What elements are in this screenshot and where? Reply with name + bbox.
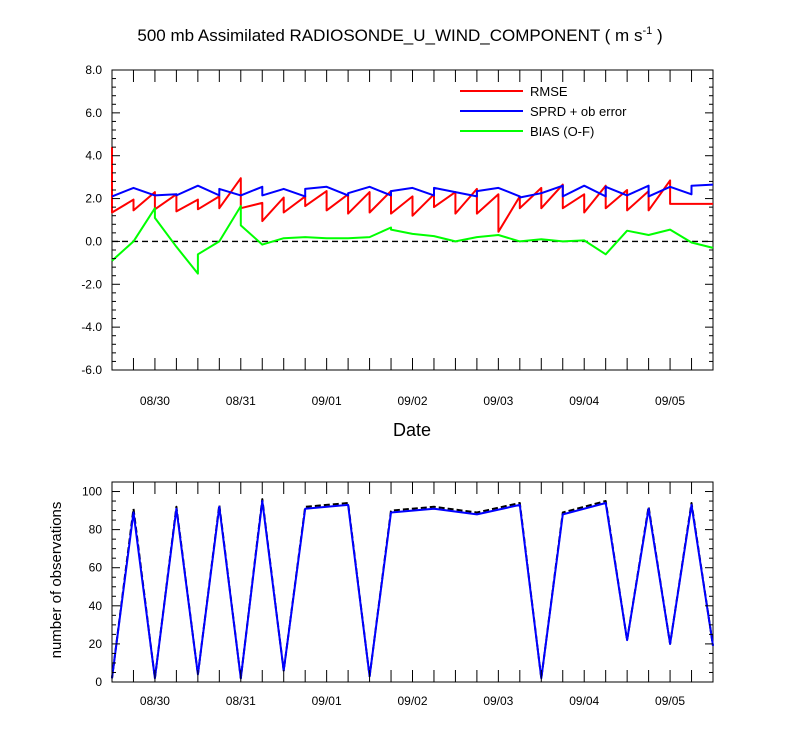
- x-tick-label: 09/01: [312, 694, 342, 708]
- y-tick-label: 80: [89, 523, 103, 537]
- x-axis-label: Date: [393, 420, 431, 440]
- x-tick-label: 08/30: [140, 394, 170, 408]
- x-tick-label: 08/30: [140, 694, 170, 708]
- series-line-bias-o-f: [111, 205, 714, 275]
- bottom-chart: 0 20 40 60 80 100 08/30 08/31 09/01 09/02 09/03 09…: [48, 481, 714, 708]
- x-tick-label: 08/31: [226, 694, 256, 708]
- series-line-used: [111, 500, 714, 680]
- legend-label: BIAS (O-F): [530, 124, 594, 139]
- y-tick-label: 100: [82, 485, 102, 499]
- x-tick-label: 09/02: [397, 394, 427, 408]
- y-tick-label: -4.0: [81, 320, 102, 334]
- legend: RMSE SPRD + ob error BIAS (O-F): [460, 84, 627, 139]
- bottom-y-tick-labels: 0 20 40 60 80 100: [82, 485, 102, 689]
- bottom-plot-frame: [111, 481, 714, 683]
- x-tick-label: 09/04: [569, 694, 599, 708]
- legend-label: SPRD + ob error: [530, 104, 627, 119]
- x-tick-label: 09/05: [655, 694, 685, 708]
- series-line-possible: [111, 498, 714, 680]
- y-tick-label: 6.0: [85, 106, 102, 120]
- bottom-series-group: [111, 498, 714, 680]
- y-tick-label: 0.0: [85, 234, 102, 248]
- y-tick-label: 40: [89, 599, 103, 613]
- top-y-tick-labels: -6.0 -4.0 -2.0 0.0 2.0 4.0 6.0 8.0: [81, 63, 102, 377]
- chart-title: 500 mb Assimilated RADIOSONDE_U_WIND_COM…: [137, 25, 662, 45]
- top-series-group: [111, 147, 714, 275]
- x-tick-label: 09/02: [397, 694, 427, 708]
- bottom-x-tick-labels: 08/30 08/31 09/01 09/02 09/03 09/04 09/05: [140, 694, 685, 708]
- y-axis-label-observations: number of observations: [48, 502, 65, 659]
- x-tick-label: 09/04: [569, 394, 599, 408]
- y-tick-label: 20: [89, 637, 103, 651]
- x-tick-label: 09/01: [312, 394, 342, 408]
- y-tick-label: -6.0: [81, 363, 102, 377]
- y-tick-label: -2.0: [81, 277, 102, 291]
- x-tick-label: 09/05: [655, 394, 685, 408]
- x-tick-label: 09/03: [483, 394, 513, 408]
- bottom-axis-ticks: [111, 481, 714, 683]
- y-tick-label: 0: [95, 675, 102, 689]
- x-tick-label: 09/03: [483, 694, 513, 708]
- y-tick-label: 60: [89, 561, 103, 575]
- series-line-sprd-ob-error: [111, 183, 714, 199]
- top-axis-ticks: [111, 69, 714, 371]
- y-tick-label: 4.0: [85, 149, 102, 163]
- top-x-tick-labels: 08/30 08/31 09/01 09/02 09/03 09/04 09/05: [140, 394, 685, 408]
- y-tick-label: 2.0: [85, 192, 102, 206]
- series-line-rmse: [111, 147, 713, 233]
- x-tick-label: 08/31: [226, 394, 256, 408]
- y-tick-label: 8.0: [85, 63, 102, 77]
- top-chart: -6.0 -4.0 -2.0 0.0 2.0 4.0 6.0 8.0 08/30 08/31 09…: [81, 63, 714, 440]
- legend-label: RMSE: [530, 84, 568, 99]
